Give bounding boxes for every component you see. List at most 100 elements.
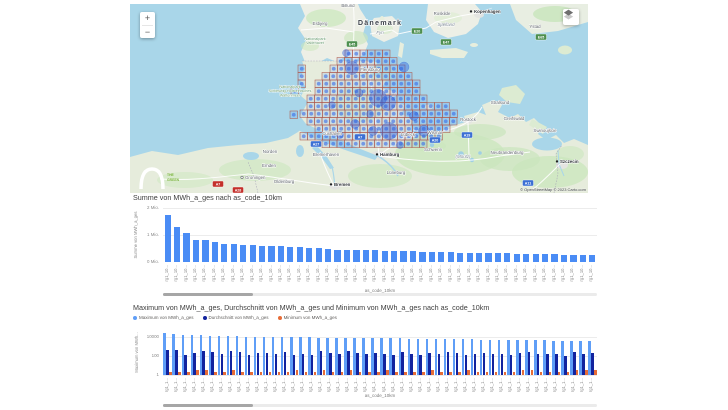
chart2-bar-min[interactable] — [503, 372, 507, 375]
chart2-bar-min[interactable] — [313, 372, 317, 375]
chart2-bar-avg[interactable] — [464, 354, 468, 375]
chart1-bar[interactable] — [391, 250, 398, 262]
map-aggregate-circle[interactable] — [345, 61, 359, 75]
chart2-bar-avg[interactable] — [166, 349, 169, 375]
chart1-bar[interactable] — [258, 245, 266, 262]
chart2-bar-avg[interactable] — [274, 353, 278, 375]
chart2-bar-avg[interactable] — [338, 354, 341, 375]
chart2-bar-max[interactable] — [588, 341, 591, 375]
legend-item[interactable]: Durchschnitt von MWh_a_ges — [202, 315, 269, 320]
map-aggregate-circle[interactable] — [418, 125, 430, 137]
chart2-bar-min[interactable] — [458, 372, 461, 375]
chart2-bar-avg[interactable] — [256, 353, 260, 375]
chart2-bar-avg[interactable] — [582, 353, 585, 375]
chart2-bar-avg[interactable] — [536, 354, 540, 375]
chart2-bar-max[interactable] — [335, 337, 338, 375]
chart2-bar-min[interactable] — [178, 372, 181, 375]
chart2-bar-min[interactable] — [539, 372, 543, 375]
chart2-bar-max[interactable] — [380, 338, 383, 375]
chart2-bar-min[interactable] — [521, 370, 525, 375]
chart2-bar-avg[interactable] — [193, 353, 196, 375]
chart2-bar-max[interactable] — [371, 338, 374, 375]
chart2-bar-max[interactable] — [443, 339, 447, 375]
chart2-bar-min[interactable] — [557, 372, 561, 375]
chart1-bar[interactable] — [381, 250, 388, 262]
chart2-bar-max[interactable] — [434, 338, 438, 375]
chart2-bar-avg[interactable] — [374, 352, 377, 375]
chart2-bar-max[interactable] — [407, 338, 411, 375]
chart2-bar-min[interactable] — [268, 372, 272, 375]
chart2-bar-min[interactable] — [440, 372, 443, 375]
chart2-bar-avg[interactable] — [428, 352, 431, 375]
chart2-bar-max[interactable] — [308, 337, 311, 375]
chart1-bar[interactable] — [400, 251, 407, 262]
chart2-bar-avg[interactable] — [283, 352, 287, 375]
chart2-bar-max[interactable] — [208, 335, 212, 375]
chart2-bar-max[interactable] — [344, 337, 347, 375]
chart2-bar-min[interactable] — [575, 370, 579, 375]
chart2-bar-max[interactable] — [452, 339, 456, 375]
chart2-bar-min[interactable] — [512, 372, 516, 375]
chart2-scrollbar-track[interactable] — [163, 404, 597, 407]
map-aggregate-circle[interactable] — [342, 49, 350, 57]
chart2-bar-avg[interactable] — [329, 352, 332, 375]
chart2-bar-min[interactable] — [169, 372, 172, 375]
chart2-bar-min[interactable] — [259, 372, 263, 375]
chart1-bar[interactable] — [579, 254, 586, 262]
chart2-bar-max[interactable] — [497, 339, 501, 375]
chart2-bar-min[interactable] — [431, 370, 434, 375]
chart2-bar-avg[interactable] — [546, 353, 549, 375]
chart1-bar[interactable] — [240, 244, 247, 262]
map-aggregate-circle[interactable] — [398, 61, 410, 73]
chart2-bar-max[interactable] — [326, 337, 329, 375]
chart2-bar-avg[interactable] — [347, 350, 350, 375]
chart2-bar-min[interactable] — [422, 372, 425, 375]
chart1-bar[interactable] — [306, 247, 313, 262]
chart2-bar-min[interactable] — [196, 370, 199, 375]
chart1-scrollbar-track[interactable] — [163, 293, 597, 296]
map-layers-button[interactable] — [563, 9, 579, 25]
chart2-bar-max[interactable] — [543, 340, 546, 375]
chart2-bar-max[interactable] — [172, 333, 175, 375]
chart2-bar-min[interactable] — [494, 372, 498, 375]
chart2-bar-min[interactable] — [585, 370, 588, 375]
chart1-bar[interactable] — [428, 251, 435, 262]
chart1-bar[interactable] — [315, 248, 322, 262]
chart2-bar-max[interactable] — [253, 336, 257, 375]
chart1-bar[interactable] — [504, 253, 511, 262]
chart2-bar-avg[interactable] — [437, 354, 441, 375]
chart2-bar-avg[interactable] — [365, 354, 368, 375]
chart2-bar-avg[interactable] — [527, 352, 531, 375]
chart2-bar-avg[interactable] — [175, 350, 178, 375]
chart2-bar-max[interactable] — [262, 336, 266, 375]
chart2-bar-max[interactable] — [416, 338, 420, 375]
chart2-bar-max[interactable] — [461, 339, 465, 375]
chart1-bar[interactable] — [513, 253, 520, 262]
chart1-bar[interactable] — [343, 249, 351, 262]
map-aggregate-circle[interactable] — [380, 95, 396, 111]
chart2-bar-avg[interactable] — [491, 354, 495, 375]
chart2-bar-max[interactable] — [470, 339, 474, 375]
chart2-scrollbar-thumb[interactable] — [163, 404, 253, 407]
chart2-bar-min[interactable] — [530, 370, 534, 375]
chart2-bar-avg[interactable] — [564, 356, 567, 375]
chart2-bar-avg[interactable] — [383, 353, 386, 375]
chart2-bar-min[interactable] — [368, 372, 371, 375]
chart2-bar-avg[interactable] — [247, 354, 251, 375]
chart2-bar-max[interactable] — [280, 337, 284, 375]
chart2-bar-max[interactable] — [516, 340, 519, 375]
chart1-bar[interactable] — [466, 252, 473, 262]
chart1-bar[interactable] — [532, 254, 539, 262]
chart2-bar-max[interactable] — [579, 341, 582, 375]
chart2-bar-avg[interactable] — [265, 352, 269, 375]
chart2-bar-avg[interactable] — [238, 352, 242, 375]
chart2-bar-max[interactable] — [353, 337, 356, 375]
chart1-bar[interactable] — [523, 253, 530, 262]
chart2-bar-max[interactable] — [552, 340, 555, 375]
chart2-bar-max[interactable] — [226, 336, 230, 375]
chart2-bar-max[interactable] — [488, 339, 492, 375]
chart1-bar[interactable] — [362, 250, 369, 262]
chart1-bar[interactable] — [475, 252, 483, 262]
chart2-bar-avg[interactable] — [211, 351, 214, 375]
chart2-bar-max[interactable] — [181, 334, 184, 375]
